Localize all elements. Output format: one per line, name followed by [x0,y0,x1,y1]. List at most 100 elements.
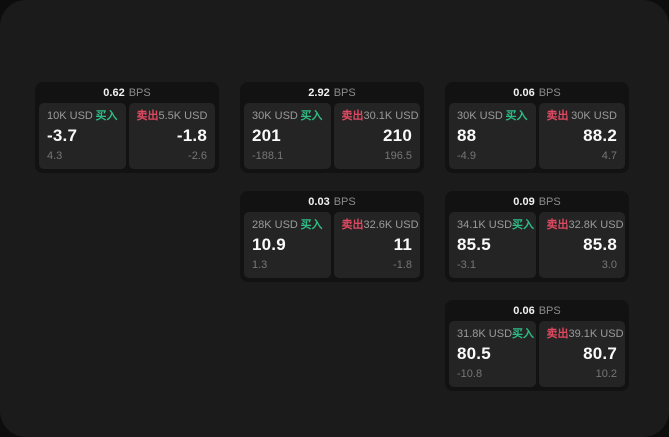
sell-size-label: 32.6K USD [363,219,419,231]
bps-unit-label: BPS [333,86,356,99]
bps-unit-label: BPS [128,86,151,99]
sell-quote-panel[interactable]: 卖出 5.5K USD -1.8 -2.6 [128,103,215,169]
sell-price: -1.8 [176,126,207,145]
sell-size-label: 32.8K USD [568,219,624,231]
card-header: 0.09 BPS [445,191,629,212]
card-header: 0.06 BPS [445,300,629,321]
panel-top-row: 28K USD 买入 [252,218,323,232]
bps-unit-label: BPS [538,195,561,208]
panel-top-row: 34.1K USD 买入 [457,218,534,232]
buy-tag: 买入 [300,110,323,122]
bps-value: 2.92 [308,86,330,99]
sell-delta: 10.2 [595,368,617,380]
buy-delta: -10.8 [457,368,483,380]
bps-unit-label: BPS [538,304,561,317]
bps-value: 0.03 [308,195,330,208]
panel-top-row: 卖出 32.6K USD [341,218,419,232]
quote-card-3: 0.06 BPS 30K USD 买入 88 -4.9 卖出 30K USD [445,82,629,173]
quote-card-4: 0.03 BPS 28K USD 买入 10.9 1.3 卖出 32.6K US… [240,191,424,282]
buy-price: 80.5 [457,344,491,363]
sell-size-label: 30K USD [571,110,617,122]
panel-top-row: 卖出 30.1K USD [341,109,419,123]
sell-tag: 卖出 [546,219,569,231]
card-header: 2.92 BPS [240,82,424,103]
sell-quote-panel[interactable]: 卖出 39.1K USD 80.7 10.2 [538,321,625,387]
buy-delta: 4.3 [47,150,63,162]
buy-tag: 买入 [95,110,118,122]
card-body: 30K USD 买入 201 -188.1 卖出 30.1K USD 210 1… [240,103,424,173]
sell-quote-panel[interactable]: 卖出 30K USD 88.2 4.7 [538,103,625,169]
panel-top-row: 卖出 32.8K USD [546,218,624,232]
panel-top-row: 10K USD 买入 [47,109,118,123]
buy-tag: 买入 [300,219,323,231]
sell-size-label: 39.1K USD [568,328,624,340]
sell-price: 11 [393,235,412,254]
buy-quote-panel[interactable]: 34.1K USD 买入 85.5 -3.1 [449,212,536,278]
sell-price: 85.8 [583,235,617,254]
buy-size-label: 30K USD [252,110,298,122]
bps-value: 0.62 [103,86,125,99]
card-body: 28K USD 买入 10.9 1.3 卖出 32.6K USD 11 -1.8 [240,212,424,282]
card-body: 10K USD 买入 -3.7 4.3 卖出 5.5K USD -1.8 -2.… [35,103,219,173]
sell-size-label: 30.1K USD [363,110,419,122]
sell-delta: -1.8 [393,259,412,271]
buy-price: 88 [457,126,477,145]
sell-delta: 196.5 [384,150,412,162]
buy-tag: 买入 [512,328,535,340]
buy-delta: 1.3 [252,259,268,271]
bps-unit-label: BPS [538,86,561,99]
sell-quote-panel[interactable]: 卖出 32.6K USD 11 -1.8 [333,212,420,278]
buy-quote-panel[interactable]: 28K USD 买入 10.9 1.3 [244,212,331,278]
bps-unit-label: BPS [333,195,356,208]
buy-quote-panel[interactable]: 30K USD 买入 88 -4.9 [449,103,536,169]
quote-card-5: 0.09 BPS 34.1K USD 买入 85.5 -3.1 卖出 32.8K… [445,191,629,282]
panel-top-row: 卖出 30K USD [547,109,618,123]
sell-delta: 4.7 [601,150,617,162]
quote-card-grid: 0.62 BPS 10K USD 买入 -3.7 4.3 卖出 5.5K USD [35,82,629,391]
bps-value: 0.09 [513,195,535,208]
card-header: 0.03 BPS [240,191,424,212]
buy-size-label: 30K USD [457,110,503,122]
sell-quote-panel[interactable]: 卖出 30.1K USD 210 196.5 [333,103,420,169]
buy-tag: 买入 [512,219,535,231]
card-body: 30K USD 买入 88 -4.9 卖出 30K USD 88.2 4.7 [445,103,629,173]
sell-price: 88.2 [583,126,617,145]
buy-price: -3.7 [47,126,78,145]
quote-card-1: 0.62 BPS 10K USD 买入 -3.7 4.3 卖出 5.5K USD [35,82,219,173]
sell-delta: 3.0 [601,259,617,271]
sell-price: 210 [383,126,412,145]
buy-size-label: 34.1K USD [457,219,513,231]
buy-price: 201 [252,126,281,145]
bps-value: 0.06 [513,304,535,317]
buy-quote-panel[interactable]: 10K USD 买入 -3.7 4.3 [39,103,126,169]
card-body: 34.1K USD 买入 85.5 -3.1 卖出 32.8K USD 85.8… [445,212,629,282]
card-header: 0.62 BPS [35,82,219,103]
buy-quote-panel[interactable]: 31.8K USD 买入 80.5 -10.8 [449,321,536,387]
sell-tag: 卖出 [341,219,364,231]
sell-tag: 卖出 [136,110,159,122]
buy-delta: -4.9 [457,150,476,162]
bps-value: 0.06 [513,86,535,99]
panel-top-row: 30K USD 买入 [252,109,323,123]
card-header: 0.06 BPS [445,82,629,103]
quote-card-2: 2.92 BPS 30K USD 买入 201 -188.1 卖出 30.1K … [240,82,424,173]
buy-price: 10.9 [252,235,286,254]
buy-delta: -3.1 [457,259,476,271]
panel-top-row: 卖出 5.5K USD [137,109,208,123]
panel-top-row: 30K USD 买入 [457,109,528,123]
panel-top-row: 31.8K USD 买入 [457,327,534,341]
sell-delta: -2.6 [188,150,207,162]
buy-price: 85.5 [457,235,491,254]
buy-tag: 买入 [505,110,528,122]
sell-quote-panel[interactable]: 卖出 32.8K USD 85.8 3.0 [538,212,625,278]
panel-top-row: 卖出 39.1K USD [547,327,624,341]
buy-size-label: 31.8K USD [457,328,513,340]
card-body: 31.8K USD 买入 80.5 -10.8 卖出 39.1K USD 80.… [445,321,629,391]
sell-size-label: 5.5K USD [158,110,208,122]
buy-size-label: 28K USD [252,219,298,231]
sell-tag: 卖出 [341,110,364,122]
sell-price: 80.7 [583,344,617,363]
quote-card-6: 0.06 BPS 31.8K USD 买入 80.5 -10.8 卖出 39.1… [445,300,629,391]
buy-quote-panel[interactable]: 30K USD 买入 201 -188.1 [244,103,331,169]
